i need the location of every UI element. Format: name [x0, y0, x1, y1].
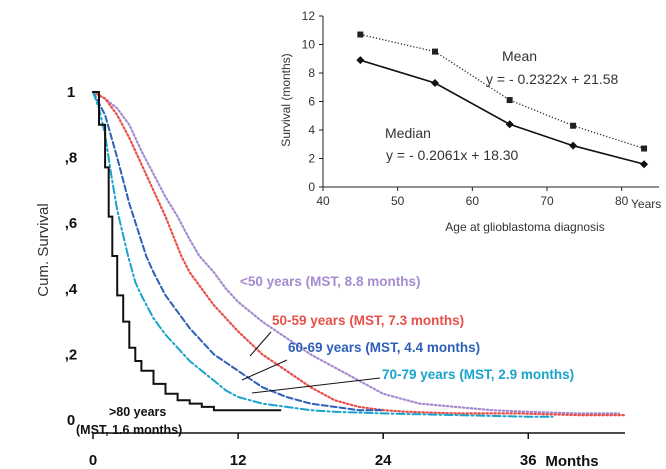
km-series-label-4: >80 years — [109, 405, 166, 419]
inset-y-tick-label: 8 — [308, 66, 315, 80]
km-y-tick-label: 0 — [67, 412, 75, 429]
inset-x-axis-label: Age at glioblastoma diagnosis — [445, 220, 604, 234]
inset-ticks: 40 50 60 70 80 0 2 4 6 8 10 12 — [302, 9, 629, 208]
inset-y-axis-label: Survival (months) — [279, 53, 293, 146]
inset-y-tick-label: 6 — [308, 95, 315, 109]
km-chart: 0 12 24 360,2,4,6,81 <50 years (MST, 8.8 mo… — [35, 84, 627, 469]
km-x-tick-label: 0 — [89, 452, 97, 469]
km-y-tick-label: ,6 — [65, 215, 78, 232]
km-x-tick-label: 12 — [230, 452, 247, 469]
km-y-tick-label: ,2 — [65, 346, 78, 363]
inset-marker-mean — [432, 48, 438, 55]
inset-marker-median — [569, 141, 578, 150]
km-series-line-1 — [91, 90, 627, 417]
km-x-tick-label: 36 — [520, 452, 537, 469]
km-series-label-3: 70-79 years (MST, 2.9 months) — [382, 367, 574, 382]
km-y-tick-label: ,4 — [65, 281, 78, 298]
inset-marker-mean — [641, 145, 648, 152]
inset-marker-mean — [506, 97, 513, 104]
inset-x-tick-label: 50 — [391, 194, 405, 208]
inset-x-tick-label: 40 — [316, 194, 330, 208]
km-x-axis-label: Months — [545, 453, 598, 469]
inset-x-tick-label: 70 — [540, 194, 554, 208]
km-series-label-4-detail: (MST, 1.6 months) — [76, 423, 182, 437]
km-series-line-2 — [92, 91, 385, 412]
inset-marker-median — [356, 56, 365, 65]
km-ticks: 0 12 24 360,2,4,6,81 — [65, 84, 537, 469]
inset-marker-mean — [570, 122, 577, 129]
km-label-leader — [249, 331, 272, 357]
inset-y-tick-label: 10 — [302, 38, 316, 52]
km-series-line-3 — [92, 91, 554, 418]
inset-background — [258, 6, 664, 240]
inset-x-tick-label: 80 — [615, 194, 629, 208]
inset-x-tick-label: 60 — [466, 194, 480, 208]
km-series-line-4 — [92, 91, 282, 412]
km-label-leader — [251, 377, 381, 394]
km-y-tick-label: 1 — [67, 84, 75, 101]
inset-series — [356, 31, 649, 169]
km-x-tick-label: 24 — [375, 452, 392, 469]
inset-y-tick-label: 12 — [302, 9, 316, 23]
inset-chart: 40 50 60 70 80 0 2 4 6 8 10 12 Survival (months) Ag… — [258, 6, 664, 240]
mean-label: Mean — [502, 48, 537, 64]
km-label-leader — [241, 359, 288, 381]
inset-marker-median — [505, 120, 514, 129]
mean-equation: y = - 0.2322x + 21.58 — [486, 71, 619, 87]
inset-marker-median — [431, 78, 439, 87]
km-series-label-2: 60-69 years (MST, 4.4 months) — [288, 340, 480, 355]
inset-marker-median — [640, 160, 649, 169]
km-series — [91, 90, 627, 418]
km-series-label-1: 50-59 years (MST, 7.3 months) — [272, 313, 464, 328]
km-y-tick-label: ,8 — [65, 150, 78, 167]
median-label: Median — [385, 125, 431, 141]
inset-y-tick-label: 0 — [308, 180, 315, 194]
km-series-label-0: <50 years (MST, 8.8 months) — [240, 274, 420, 289]
inset-marker-mean — [357, 31, 364, 38]
km-series-labels: <50 years (MST, 8.8 months) 50-59 years (… — [76, 274, 574, 437]
inset-x-unit-label: Years — [631, 197, 661, 211]
median-equation: y = - 0.2061x + 18.30 — [386, 147, 519, 163]
inset-y-tick-label: 2 — [308, 152, 315, 166]
km-y-axis-label: Cum. Survival — [35, 203, 52, 296]
inset-y-tick-label: 4 — [308, 123, 315, 137]
km-series-line-0 — [91, 90, 621, 415]
